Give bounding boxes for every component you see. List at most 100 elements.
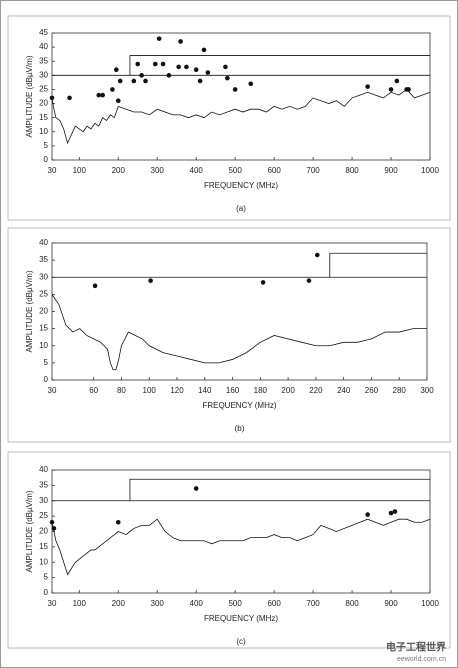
peak-marker [166,73,172,78]
y-tick-label: 20 [39,307,48,316]
trace-line [51,518,431,576]
trace-line [51,88,431,145]
peak-marker [201,47,207,53]
y-tick-label: 25 [39,289,48,298]
y-tick-label: 10 [39,557,48,566]
peak-marker [406,87,411,92]
peak-marker [260,280,266,285]
x-tick-label: 700 [306,599,320,608]
x-tick-label: 300 [420,386,434,395]
trace-line [52,55,430,76]
x-tick-label: 240 [337,386,351,395]
y-tick-label: 30 [39,496,48,505]
peak-marker [100,92,105,98]
y-tick-label: 5 [44,141,49,150]
peak-marker [115,519,121,525]
peak-marker [139,73,144,78]
peak-marker [314,252,320,258]
peak-marker [225,75,230,81]
x-tick-label: 600 [267,166,281,175]
x-tick-label: 80 [117,386,126,395]
x-tick-label: 160 [226,386,240,395]
peak-marker [365,84,370,89]
y-tick-label: 25 [39,85,48,94]
peak-marker [131,78,137,84]
peak-marker [193,486,199,491]
y-tick-label: 20 [39,99,48,108]
x-tick-label: 30 [48,166,57,175]
x-tick-label: 100 [73,166,87,175]
y-tick-label: 25 [39,511,48,520]
x-tick-label: 200 [281,386,295,395]
peak-marker [96,92,102,98]
x-tick-label: 600 [267,599,281,608]
peak-marker [152,61,158,67]
peak-marker [184,64,189,70]
peak-marker [394,78,400,84]
x-tick-label: 280 [393,386,407,395]
peak-marker [49,519,55,525]
y-tick-label: 40 [39,42,48,51]
peak-marker [193,67,199,72]
peak-marker [160,61,166,67]
peak-marker [156,36,162,41]
x-tick-label: 300 [151,599,165,608]
x-tick-label: 220 [309,386,323,395]
peak-marker [135,61,141,67]
x-tick-label: 120 [170,386,184,395]
trace-line [52,478,430,502]
x-tick-label: 100 [143,386,157,395]
y-tick-label: 35 [39,56,48,65]
x-tick-label: 900 [384,599,398,608]
x-tick-label: 100 [73,599,87,608]
peak-marker [92,283,98,289]
y-tick-label: 15 [39,542,48,551]
y-tick-label: 45 [39,28,48,37]
x-axis-label: FREQUENCY (MHz) [202,401,276,410]
logo-url: eeworld.com.cn [397,656,446,663]
y-axis-label: AMPLITUDE (dBµV/m) [25,490,34,572]
x-tick-label: 200 [112,166,126,175]
y-tick-label: 0 [44,588,49,597]
x-tick-label: 1000 [421,599,439,608]
y-tick-label: 5 [44,358,49,367]
peak-marker [178,39,183,44]
peak-marker [388,87,394,92]
peak-marker [232,87,238,92]
y-tick-label: 10 [39,127,48,136]
logo-name: 电子工程世界 [386,641,446,654]
y-tick-label: 40 [39,238,48,247]
y-tick-label: 20 [39,527,48,536]
x-tick-label: 300 [151,166,165,175]
y-tick-label: 10 [39,341,48,350]
y-tick-label: 15 [39,113,48,122]
y-tick-label: 35 [39,480,48,489]
panel-b [7,227,451,443]
peak-marker [143,78,148,84]
peak-marker [115,98,121,104]
x-tick-label: 500 [228,166,242,175]
x-tick-label: 800 [345,166,359,175]
x-tick-label: 1000 [421,166,439,175]
x-tick-label: 180 [254,386,268,395]
peak-marker [49,95,55,101]
peak-marker [51,526,57,531]
x-axis-label: FREQUENCY (MHz) [204,181,278,190]
x-tick-label: 60 [89,386,98,395]
y-tick-label: 0 [44,375,49,384]
panel-c [7,451,451,649]
peak-marker [110,87,115,92]
y-tick-label: 30 [39,70,48,79]
panel-a [7,15,451,221]
y-tick-label: 15 [39,324,48,333]
peak-marker [392,509,398,514]
x-axis-label: FREQUENCY (MHz) [204,614,278,623]
caption: (c) [236,637,246,646]
trace-line [51,294,427,371]
peak-marker [388,510,394,516]
x-tick-label: 900 [384,166,398,175]
x-tick-label: 400 [190,599,204,608]
peak-marker [67,95,72,101]
peak-marker [205,70,211,75]
